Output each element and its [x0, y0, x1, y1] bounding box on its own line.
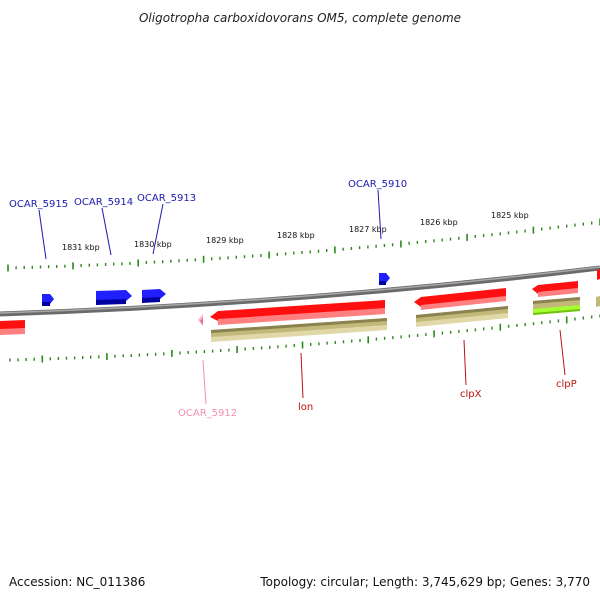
label-clpp[interactable]: clpP	[556, 379, 577, 390]
genome-backbone	[0, 265, 600, 317]
outer-scale-ticks	[7, 218, 600, 272]
label-ocar5913[interactable]: OCAR_5913	[137, 193, 196, 204]
map-title: Oligotropha carboxidovorans OM5, complet…	[139, 11, 461, 25]
label-leaders	[38, 189, 566, 405]
scale-label-1827: 1827 kbp	[349, 225, 387, 234]
scale-label-1829: 1829 kbp	[206, 236, 244, 245]
scale-label-1830: 1830 kbp	[134, 240, 172, 249]
scale-label-1826: 1826 kbp	[420, 218, 458, 227]
label-lon[interactable]: lon	[298, 402, 313, 413]
gene-ocar5915[interactable]	[42, 294, 54, 306]
inner-scale-ticks	[9, 314, 600, 363]
label-ocar5915[interactable]: OCAR_5915	[9, 199, 68, 210]
gene-clpx[interactable]	[414, 288, 506, 310]
scale-label-1825: 1825 kbp	[491, 211, 529, 220]
ortholog-bars	[211, 296, 600, 342]
forward-genes	[42, 273, 390, 306]
ortholog-bar-lon	[211, 318, 387, 342]
label-ocar5912[interactable]: OCAR_5912	[178, 408, 237, 419]
label-ocar5914[interactable]: OCAR_5914	[74, 197, 133, 208]
gene-left-partial[interactable]	[0, 320, 25, 335]
ortholog-bar-clpx	[416, 306, 508, 327]
genome-summary-text: Topology: circular; Length: 3,745,629 bp…	[260, 575, 590, 589]
gene-labels: OCAR_5915 OCAR_5914 OCAR_5913 OCAR_5910 …	[9, 179, 577, 419]
label-clpx[interactable]: clpX	[460, 389, 482, 400]
gene-ocar5914[interactable]	[96, 290, 132, 305]
accession-text: Accession: NC_011386	[9, 575, 146, 589]
gene-lon[interactable]	[210, 300, 385, 325]
scale-labels: 1831 kbp 1830 kbp 1829 kbp 1828 kbp 1827…	[62, 211, 529, 252]
gene-ocar5912[interactable]	[198, 314, 203, 326]
scale-label-1831: 1831 kbp	[62, 243, 100, 252]
label-ocar5910[interactable]: OCAR_5910	[348, 179, 407, 190]
gene-clpp[interactable]	[532, 281, 578, 297]
scale-label-1828: 1828 kbp	[277, 231, 315, 240]
reverse-genes	[0, 269, 600, 335]
genome-backbone-highlight	[0, 266, 600, 314]
ortholog-bar-right-partial	[596, 296, 600, 307]
gene-ocar5913[interactable]	[142, 289, 166, 303]
gene-right-partial[interactable]	[597, 269, 600, 280]
gene-ocar5910[interactable]	[379, 273, 390, 285]
ortholog-bar-clpp-green	[533, 305, 580, 315]
